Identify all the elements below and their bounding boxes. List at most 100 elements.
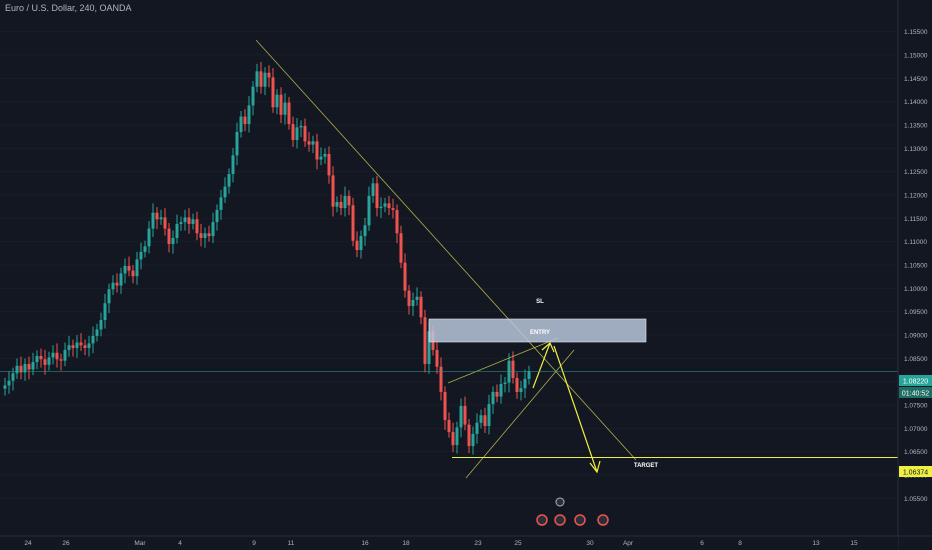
- price-tick-label: 1.09000: [904, 333, 928, 340]
- candle-body: [467, 424, 471, 447]
- event-marker-icon[interactable]: [555, 497, 565, 507]
- time-tick-label: 26: [62, 540, 70, 547]
- candle-body: [23, 363, 27, 373]
- current-price-badge: 1.08220 01:40:52: [899, 375, 932, 398]
- candle-body: [515, 377, 519, 392]
- wedge-upper-line[interactable]: [447, 337, 559, 384]
- candle-body: [15, 365, 19, 374]
- candle-body: [323, 153, 327, 157]
- candle-body: [35, 356, 39, 363]
- candle-body: [147, 228, 151, 247]
- time-tick-label: 6: [700, 540, 704, 547]
- candle-body: [491, 391, 495, 405]
- price-tick-label: 1.08500: [904, 356, 928, 363]
- candle-body: [439, 366, 443, 392]
- candle-body: [371, 183, 375, 196]
- candle-body: [139, 251, 143, 260]
- projection-arrowhead-up-icon: [541, 342, 555, 353]
- price-tick-label: 1.07000: [904, 426, 928, 433]
- event-marker-icon[interactable]: [536, 514, 548, 526]
- candle-body: [243, 116, 247, 125]
- candle-body: [39, 356, 43, 360]
- candle-body: [151, 212, 155, 229]
- time-tick-label: 24: [24, 540, 32, 547]
- candle-body: [343, 195, 347, 209]
- candle-body: [163, 217, 167, 229]
- candle-body: [307, 141, 311, 145]
- price-tick-label: 1.05500: [904, 496, 928, 503]
- time-axis-bg[interactable]: [0, 536, 898, 550]
- drawings: ENTRY SL TARGET: [255, 39, 898, 479]
- candle-body: [159, 217, 163, 220]
- candle-body: [447, 419, 451, 433]
- price-tick-label: 1.14500: [904, 76, 928, 83]
- price-axis-bg[interactable]: [898, 0, 932, 550]
- price-tick-label: 1.13500: [904, 123, 928, 130]
- candle-body: [131, 270, 135, 277]
- candle-body: [331, 175, 335, 207]
- candle-body: [203, 233, 207, 238]
- candle-body: [339, 202, 343, 209]
- candle-body: [11, 373, 15, 381]
- candle-body: [67, 345, 71, 350]
- price-tick-label: 1.14000: [904, 99, 928, 106]
- candle-body: [135, 259, 139, 277]
- price-tick-label: 1.10500: [904, 263, 928, 270]
- candle-body: [127, 265, 131, 271]
- candle-body: [219, 197, 223, 210]
- candle-body: [55, 352, 59, 360]
- candle-body: [195, 219, 199, 234]
- candle-body: [207, 233, 211, 237]
- sl-label: SL: [536, 299, 544, 305]
- candle-body: [471, 433, 475, 447]
- price-tick-label: 1.15500: [904, 29, 928, 36]
- time-tick-label: 4: [178, 540, 182, 547]
- time-tick-label: 8: [738, 540, 742, 547]
- candle-body: [155, 212, 159, 220]
- candle-body: [179, 222, 183, 224]
- candle-body: [395, 209, 399, 234]
- candle-body: [255, 71, 259, 87]
- candle-body: [287, 102, 291, 125]
- price-tick-label: 1.10000: [904, 286, 928, 293]
- candle-body: [519, 388, 523, 392]
- candle-body: [475, 422, 479, 434]
- price-axis: 1.15500 1.15000 1.14500 1.14000 1.13500 1.130…: [904, 29, 928, 503]
- candle-body: [315, 141, 319, 160]
- candle-body: [435, 349, 439, 367]
- candle-body: [483, 415, 487, 426]
- candle-body: [367, 195, 371, 226]
- target-price-badge: 1.06374: [899, 466, 932, 477]
- candle-body: [295, 127, 299, 140]
- candle-body: [347, 195, 351, 206]
- candle-body: [487, 404, 491, 426]
- projection-arrowhead-down-icon: [589, 460, 601, 474]
- event-marker-icon[interactable]: [597, 514, 609, 526]
- candle-body: [239, 116, 243, 132]
- projection-arrow-down[interactable]: [553, 345, 598, 473]
- event-marker-icon[interactable]: [574, 514, 586, 526]
- candle-body: [419, 296, 423, 318]
- candle-body: [259, 71, 263, 87]
- candle-body: [479, 415, 483, 423]
- candle-body: [103, 303, 107, 321]
- descending-trendline[interactable]: [255, 39, 637, 461]
- event-marker-icon[interactable]: [554, 514, 566, 526]
- candle-body: [83, 345, 87, 349]
- candle-body: [7, 380, 11, 386]
- candle-body: [167, 228, 171, 244]
- entry-zone[interactable]: [428, 318, 647, 343]
- time-tick-label: 18: [402, 540, 410, 547]
- time-tick-label: 16: [361, 540, 369, 547]
- time-tick-label: 15: [850, 540, 858, 547]
- candle-body: [443, 391, 447, 420]
- candle-body: [499, 384, 503, 397]
- candle-body: [199, 233, 203, 238]
- candle-body: [211, 222, 215, 237]
- candle-body: [391, 208, 395, 210]
- candle-body: [79, 342, 83, 346]
- candle-body: [231, 155, 235, 174]
- projection-arrow-up[interactable]: [532, 342, 551, 389]
- candle-body: [91, 335, 95, 344]
